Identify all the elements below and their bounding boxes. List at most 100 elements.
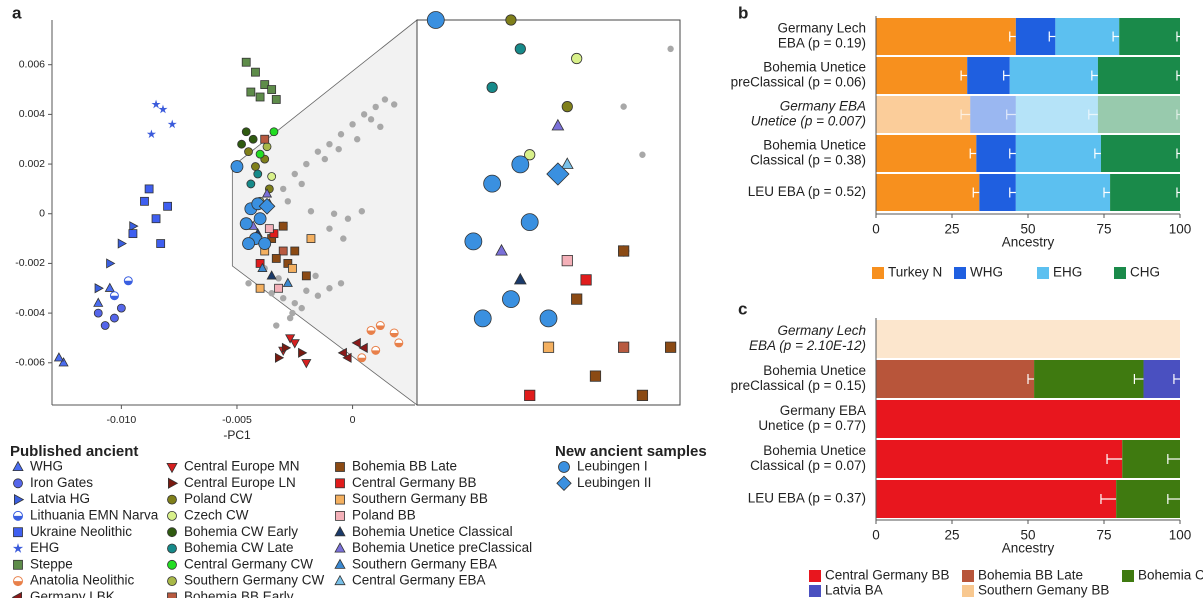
background-point bbox=[321, 155, 329, 163]
marker bbox=[104, 282, 115, 292]
marker bbox=[539, 309, 558, 328]
legend-label: Southern Germany EBA bbox=[352, 556, 497, 571]
marker bbox=[301, 271, 311, 281]
marker bbox=[262, 142, 272, 152]
marker bbox=[53, 352, 65, 362]
x-tick-label: 50 bbox=[1020, 222, 1035, 237]
marker bbox=[495, 243, 508, 256]
marker bbox=[389, 328, 399, 338]
marker bbox=[334, 558, 346, 569]
category-label: LEU EBA (p = 0.52) bbox=[748, 184, 866, 199]
marker bbox=[514, 43, 526, 55]
marker bbox=[665, 341, 677, 353]
background-point bbox=[390, 101, 398, 108]
marker bbox=[13, 559, 23, 570]
x-tick-label: 25 bbox=[944, 528, 959, 543]
legend-label: Bohemia BB Late bbox=[352, 459, 457, 474]
marker bbox=[257, 262, 268, 272]
bar-segment bbox=[1110, 174, 1180, 211]
marker bbox=[167, 559, 177, 570]
legend-label: Bohemia BB Early bbox=[184, 589, 294, 598]
bar-segment bbox=[876, 440, 1123, 478]
marker bbox=[167, 527, 177, 538]
marker bbox=[163, 201, 173, 211]
marker bbox=[334, 525, 346, 537]
marker bbox=[511, 155, 530, 174]
marker bbox=[561, 101, 573, 113]
marker bbox=[335, 510, 345, 521]
legend-label: Leubingen I bbox=[577, 459, 648, 474]
legend-label: Bohemia BB Late bbox=[978, 568, 1083, 583]
marker-half bbox=[376, 325, 385, 330]
marker bbox=[246, 87, 256, 97]
marker bbox=[255, 92, 265, 102]
legend-label: Southern Germany BB bbox=[352, 491, 488, 506]
marker bbox=[128, 229, 138, 239]
marker bbox=[278, 246, 288, 256]
marker bbox=[230, 160, 244, 173]
background-point bbox=[314, 148, 322, 155]
error-bar bbox=[960, 109, 980, 120]
bar-segment bbox=[1097, 57, 1180, 94]
marker bbox=[558, 461, 570, 473]
background-point bbox=[298, 304, 305, 312]
marker-half bbox=[13, 581, 23, 586]
marker bbox=[551, 118, 565, 131]
marker bbox=[618, 245, 630, 257]
marker bbox=[505, 14, 517, 26]
y-tick-label: 0.006 bbox=[19, 58, 45, 70]
category-label: Germany EBA bbox=[780, 403, 866, 418]
marker bbox=[146, 129, 156, 139]
legend-label: Bohemia CW Early bbox=[184, 524, 298, 539]
category-label: Germany EBA bbox=[780, 99, 866, 114]
background-point bbox=[344, 215, 352, 222]
marker bbox=[266, 270, 277, 280]
marker bbox=[167, 576, 177, 586]
background-point bbox=[303, 287, 310, 294]
legend-label: Poland CW bbox=[184, 491, 253, 506]
legend-label: Southern Germany CW bbox=[184, 573, 325, 588]
legend-swatch bbox=[954, 267, 966, 279]
bar-segment bbox=[876, 174, 980, 211]
marker bbox=[288, 263, 297, 273]
legend-label: Czech CW bbox=[184, 507, 249, 522]
marker bbox=[100, 321, 110, 330]
marker bbox=[251, 162, 260, 171]
x-tick-label: 100 bbox=[1169, 528, 1192, 543]
bar-segment bbox=[876, 18, 1016, 55]
marker bbox=[269, 229, 279, 239]
marker-half bbox=[394, 342, 403, 347]
marker bbox=[306, 234, 316, 243]
background-point bbox=[326, 140, 333, 148]
marker-half bbox=[390, 332, 399, 337]
background-point bbox=[367, 116, 375, 123]
legend-label: Central Europe LN bbox=[184, 475, 296, 490]
background-point bbox=[330, 210, 338, 217]
background-point bbox=[291, 299, 298, 307]
marker bbox=[520, 213, 539, 232]
marker bbox=[264, 224, 274, 234]
marker bbox=[129, 221, 139, 232]
x-tick-label: 0 bbox=[872, 528, 880, 543]
marker bbox=[502, 290, 520, 309]
marker bbox=[246, 179, 256, 189]
legend-swatch bbox=[809, 570, 821, 582]
marker bbox=[93, 308, 103, 318]
bar-segment bbox=[1009, 57, 1098, 94]
category-label: Bohemia Unetice bbox=[763, 443, 866, 458]
category-label: Bohemia Unetice bbox=[763, 60, 866, 75]
marker bbox=[242, 237, 255, 250]
legend-label: EHG bbox=[30, 540, 59, 555]
marker bbox=[123, 276, 133, 286]
marker-half bbox=[367, 330, 376, 335]
marker bbox=[351, 337, 361, 348]
legend-label: Central Germany BB bbox=[352, 475, 477, 490]
legend-label: Bohemia CW Early bbox=[1138, 568, 1203, 583]
background-point bbox=[326, 225, 333, 232]
marker bbox=[106, 258, 116, 269]
marker bbox=[241, 57, 251, 67]
bar-segment bbox=[876, 57, 968, 94]
panel-label: c bbox=[738, 299, 747, 318]
background-point bbox=[303, 160, 310, 168]
background-point bbox=[335, 145, 342, 153]
